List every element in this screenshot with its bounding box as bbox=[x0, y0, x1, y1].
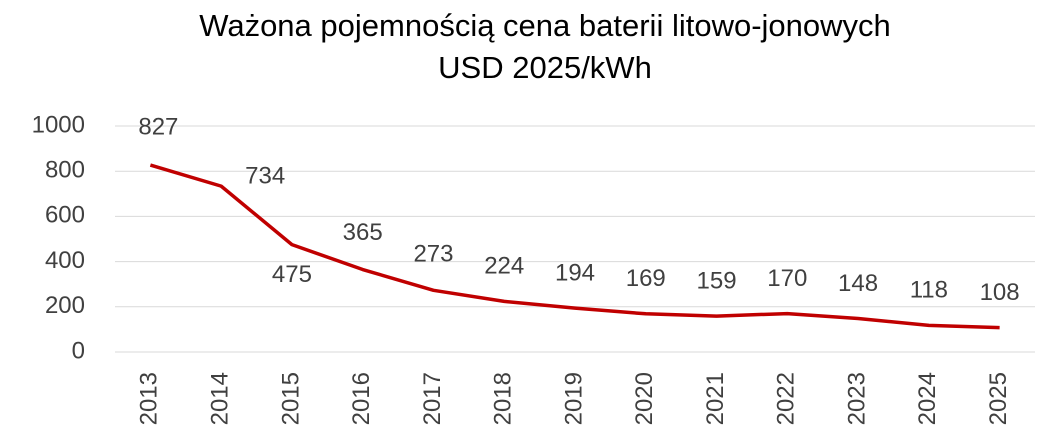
x-tick-label: 2013 bbox=[136, 372, 163, 425]
data-label: 273 bbox=[413, 241, 453, 268]
chart-title: Ważona pojemnością cena baterii litowo-j… bbox=[199, 8, 891, 43]
y-tick-label: 200 bbox=[45, 292, 85, 319]
data-label: 170 bbox=[767, 265, 807, 292]
data-label: 475 bbox=[272, 261, 312, 288]
data-label: 194 bbox=[555, 259, 595, 286]
chart-subtitle: USD 2025/kWh bbox=[438, 50, 652, 85]
y-tick-label: 0 bbox=[72, 337, 85, 364]
data-label: 734 bbox=[245, 162, 285, 189]
data-label: 148 bbox=[838, 270, 878, 297]
y-tick-label: 600 bbox=[45, 202, 85, 229]
data-label: 159 bbox=[697, 267, 737, 294]
x-tick-label: 2024 bbox=[914, 372, 941, 425]
x-tick-label: 2022 bbox=[773, 372, 800, 425]
y-tick-label: 400 bbox=[45, 247, 85, 274]
x-tick-label: 2018 bbox=[490, 372, 517, 425]
x-tick-label: 2019 bbox=[560, 372, 587, 425]
data-label: 224 bbox=[484, 253, 524, 280]
x-tick-label: 2020 bbox=[631, 372, 658, 425]
y-tick-label: 800 bbox=[45, 157, 85, 184]
x-tick-label: 2016 bbox=[348, 372, 375, 425]
y-tick-label: 1000 bbox=[32, 111, 85, 138]
x-tick-label: 2021 bbox=[702, 372, 729, 425]
x-tick-label: 2025 bbox=[985, 372, 1012, 425]
data-label: 365 bbox=[343, 219, 383, 246]
data-label: 169 bbox=[626, 265, 666, 292]
line bbox=[149, 163, 1000, 330]
data-label: 827 bbox=[138, 113, 178, 140]
data-label: 108 bbox=[980, 279, 1020, 306]
x-tick-label: 2023 bbox=[843, 372, 870, 425]
data-label: 118 bbox=[910, 277, 948, 304]
x-tick-label: 2017 bbox=[419, 372, 446, 425]
x-tick-label: 2015 bbox=[277, 372, 304, 425]
x-tick-label: 2014 bbox=[206, 372, 233, 425]
